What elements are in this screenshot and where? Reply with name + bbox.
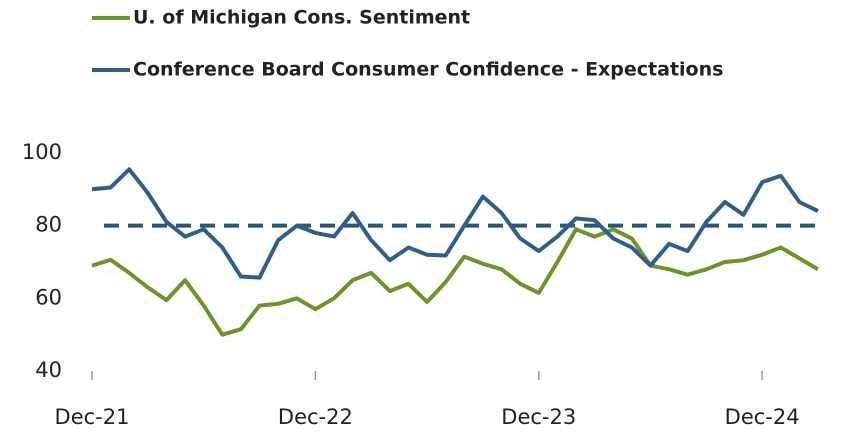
x-tick-label: Dec-24: [725, 405, 800, 429]
series-line: [91, 167, 819, 280]
legend-label: Conference Board Consumer Confidence - E…: [133, 59, 723, 81]
y-tick-label: 40: [35, 358, 62, 382]
y-tick-label: 100: [22, 140, 62, 164]
x-tick-label: Dec-22: [278, 405, 353, 429]
x-tick-label: Dec-23: [501, 405, 576, 429]
x-tick-label: Dec-21: [55, 405, 130, 429]
legend-label: U. of Michigan Cons. Sentiment: [133, 7, 470, 29]
y-tick-label: 60: [35, 285, 62, 309]
series-line: [91, 227, 820, 337]
y-tick-label: 80: [35, 213, 62, 237]
